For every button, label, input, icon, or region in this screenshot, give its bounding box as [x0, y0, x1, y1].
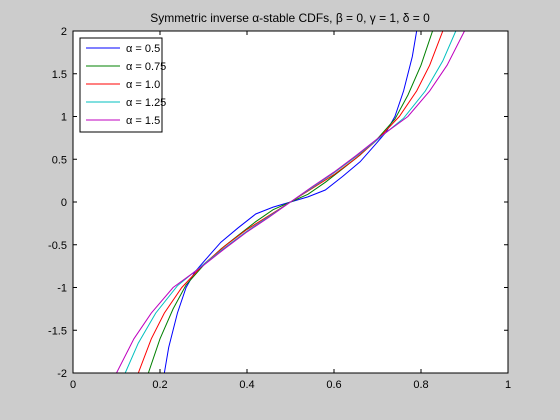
series-line-4 [116, 31, 465, 373]
x-tick-label: 0.4 [239, 379, 254, 391]
y-tick-label: -1 [57, 283, 67, 295]
legend-box [79, 37, 163, 133]
y-tick-label: 0 [61, 197, 67, 209]
chart-title: Symmetric inverse α-stable CDFs, β = 0, … [150, 11, 430, 25]
legend: α = 0.5 α = 0.75 α = 1.0 α = 1.25 α = 1.5 [79, 37, 166, 133]
y-tick-label: -1.5 [48, 325, 67, 337]
x-tick-label: 0.6 [326, 379, 341, 391]
x-tick-label: 0.8 [413, 379, 428, 391]
legend-label-1: α = 0.75 [126, 61, 166, 73]
y-tick-label: 1.5 [52, 69, 67, 81]
series-layer [116, 31, 465, 373]
y-tick-label: 1 [61, 112, 67, 124]
legend-label-0: α = 0.5 [126, 43, 160, 55]
x-tick-label: 1 [505, 379, 511, 391]
y-tick-label: 0.5 [52, 154, 67, 166]
x-tick-label: 0 [70, 379, 76, 391]
legend-label-4: α = 1.5 [126, 115, 160, 127]
y-tick-label: -0.5 [48, 240, 67, 252]
ticks-layer: 0 0.2 0.4 0.6 0.8 1 -2 -1.5 -1 -0.5 0 0.5 1 1.5 2 [48, 26, 511, 391]
y-tick-label: 2 [61, 26, 67, 38]
legend-label-2: α = 1.0 [126, 79, 160, 91]
y-tick-label: -2 [57, 368, 67, 380]
x-tick-label: 0.2 [152, 379, 167, 391]
legend-label-3: α = 1.25 [126, 97, 166, 109]
